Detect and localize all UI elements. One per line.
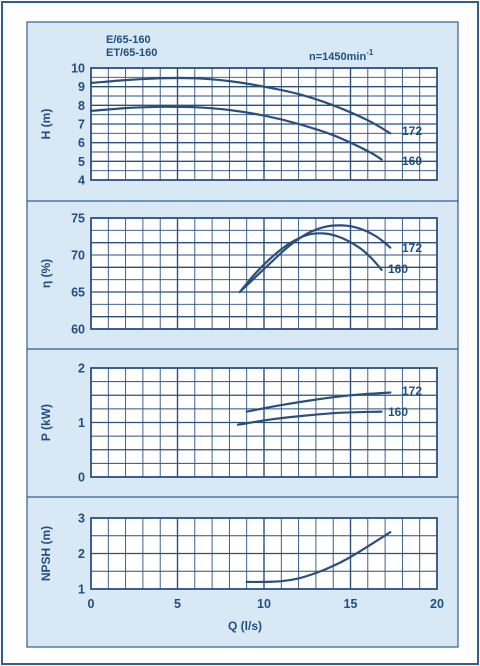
series-label: 172 [402,241,422,255]
y-tick-label: 2 [78,362,85,376]
series-curve-160 [89,105,383,161]
plot-1: 60 65 70 75 η (%) 172 160 [39,212,438,337]
x-tick-label: 15 [344,597,358,611]
series-label: 160 [388,262,408,276]
y-tick-label: 10 [71,62,85,76]
model-label: E/65-160 [106,34,151,46]
y-tick-label: 1 [78,416,85,430]
y-tick-label: 8 [78,99,85,113]
plot-border [90,517,438,590]
y-axis-label: P (kW) [39,404,53,441]
y-tick-label: 1 [78,583,85,597]
speed-label: n=1450min-1 [309,48,374,63]
x-tick-label: 5 [174,597,181,611]
speed-exponent: -1 [366,48,374,57]
y-tick-label: 6 [78,136,85,150]
y-tick-label: 0 [78,471,85,485]
y-tick-label: 4 [78,174,85,188]
series-label: 160 [388,405,408,419]
model-label: ET/65-160 [106,47,157,59]
plot-3: 1 2 3 NPSH (m) 0 5 10 15 20 [39,512,444,612]
y-axis-label: H (m) [39,109,53,140]
y-tick-label: 7 [78,118,85,132]
y-tick-label: 9 [78,80,85,94]
series-label: 160 [402,154,422,168]
series-curve-172 [89,76,392,135]
y-tick-label: 60 [71,323,85,337]
y-tick-label: 70 [71,249,85,263]
x-axis-label: Q (l/s) [228,619,262,633]
plot-border [90,67,438,181]
series-label: 172 [402,124,422,138]
series-label: 172 [402,384,422,398]
y-tick-label: 75 [71,212,85,226]
plot-border [90,367,438,478]
series-curve-160 [238,232,383,294]
series-curve [245,531,392,584]
series-curve-172 [238,224,392,294]
series-curve-172 [245,391,392,413]
y-axis-label: NPSH (m) [39,526,53,581]
series-curve-160 [236,410,383,426]
speed-value: n=1450min [309,51,366,63]
x-tick-label: 20 [430,597,444,611]
y-axis-label: η (%) [39,259,53,288]
plot-0: 4 5 6 7 8 9 10 H (m) 172 160 [39,62,438,188]
plot-2: 0 1 2 P (kW) 172 160 [39,362,438,485]
y-tick-label: 3 [78,512,85,526]
y-tick-label: 65 [71,286,85,300]
x-tick-label: 0 [88,597,95,611]
y-tick-label: 2 [78,547,85,561]
plot-border [90,217,438,330]
y-tick-label: 5 [78,155,85,169]
x-tick-label: 10 [257,597,271,611]
